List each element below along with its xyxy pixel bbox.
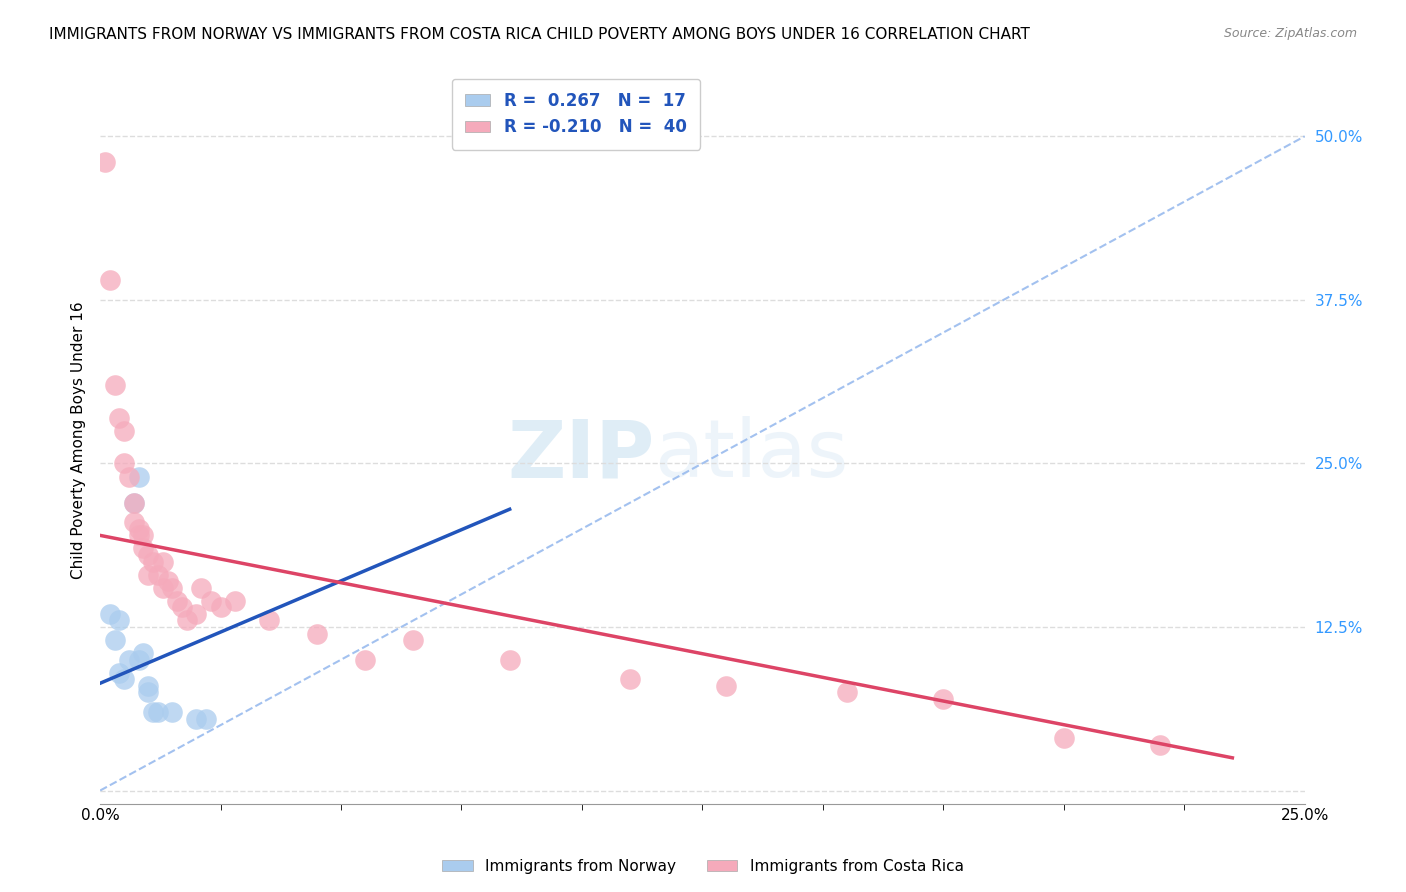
Point [128, 653, 150, 667]
Point [98, 273, 121, 287]
Point [186, 712, 208, 726]
Point [716, 679, 738, 693]
Point [170, 600, 193, 615]
Point [136, 685, 159, 699]
Point [190, 581, 212, 595]
Point [112, 424, 135, 438]
Text: IMMIGRANTS FROM NORWAY VS IMMIGRANTS FROM COSTA RICA CHILD POVERTY AMONG BOYS UN: IMMIGRANTS FROM NORWAY VS IMMIGRANTS FRO… [49, 27, 1031, 42]
Point [132, 528, 155, 542]
Point [354, 653, 377, 667]
Point [142, 555, 165, 569]
Text: Source: ZipAtlas.com: Source: ZipAtlas.com [1223, 27, 1357, 40]
Point [195, 712, 218, 726]
Point [498, 653, 520, 667]
Point [103, 378, 125, 392]
Point [103, 633, 125, 648]
Point [112, 673, 135, 687]
Point [200, 594, 222, 608]
Point [305, 626, 328, 640]
Point [94, 155, 117, 169]
Point [619, 673, 641, 687]
Point [128, 469, 150, 483]
Point [152, 581, 174, 595]
Point [209, 600, 232, 615]
Point [224, 594, 246, 608]
Point [1149, 738, 1171, 752]
Point [402, 633, 425, 648]
Point [136, 567, 159, 582]
Point [108, 665, 131, 680]
Point [932, 692, 955, 706]
Point [98, 607, 121, 621]
Point [162, 705, 184, 719]
Point [128, 522, 150, 536]
Point [1053, 731, 1076, 746]
Point [122, 496, 145, 510]
Legend: Immigrants from Norway, Immigrants from Costa Rica: Immigrants from Norway, Immigrants from … [436, 853, 970, 880]
Point [257, 614, 280, 628]
Point [112, 457, 135, 471]
Y-axis label: Child Poverty Among Boys Under 16: Child Poverty Among Boys Under 16 [72, 301, 86, 579]
Legend: R =  0.267   N =  17, R = -0.210   N =  40: R = 0.267 N = 17, R = -0.210 N = 40 [451, 78, 700, 150]
Point [156, 574, 179, 589]
Point [136, 679, 159, 693]
Point [136, 548, 159, 562]
Point [166, 594, 188, 608]
Text: atlas: atlas [654, 416, 849, 494]
Point [108, 614, 131, 628]
Point [146, 705, 169, 719]
Point [146, 567, 169, 582]
Point [122, 496, 145, 510]
Point [128, 528, 150, 542]
Point [132, 646, 155, 660]
Point [118, 653, 141, 667]
Text: ZIP: ZIP [508, 416, 654, 494]
Point [118, 469, 141, 483]
Point [152, 555, 174, 569]
Point [162, 581, 184, 595]
Point [176, 614, 198, 628]
Point [108, 410, 131, 425]
Point [132, 541, 155, 556]
Point [835, 685, 858, 699]
Point [122, 516, 145, 530]
Point [186, 607, 208, 621]
Point [142, 705, 165, 719]
